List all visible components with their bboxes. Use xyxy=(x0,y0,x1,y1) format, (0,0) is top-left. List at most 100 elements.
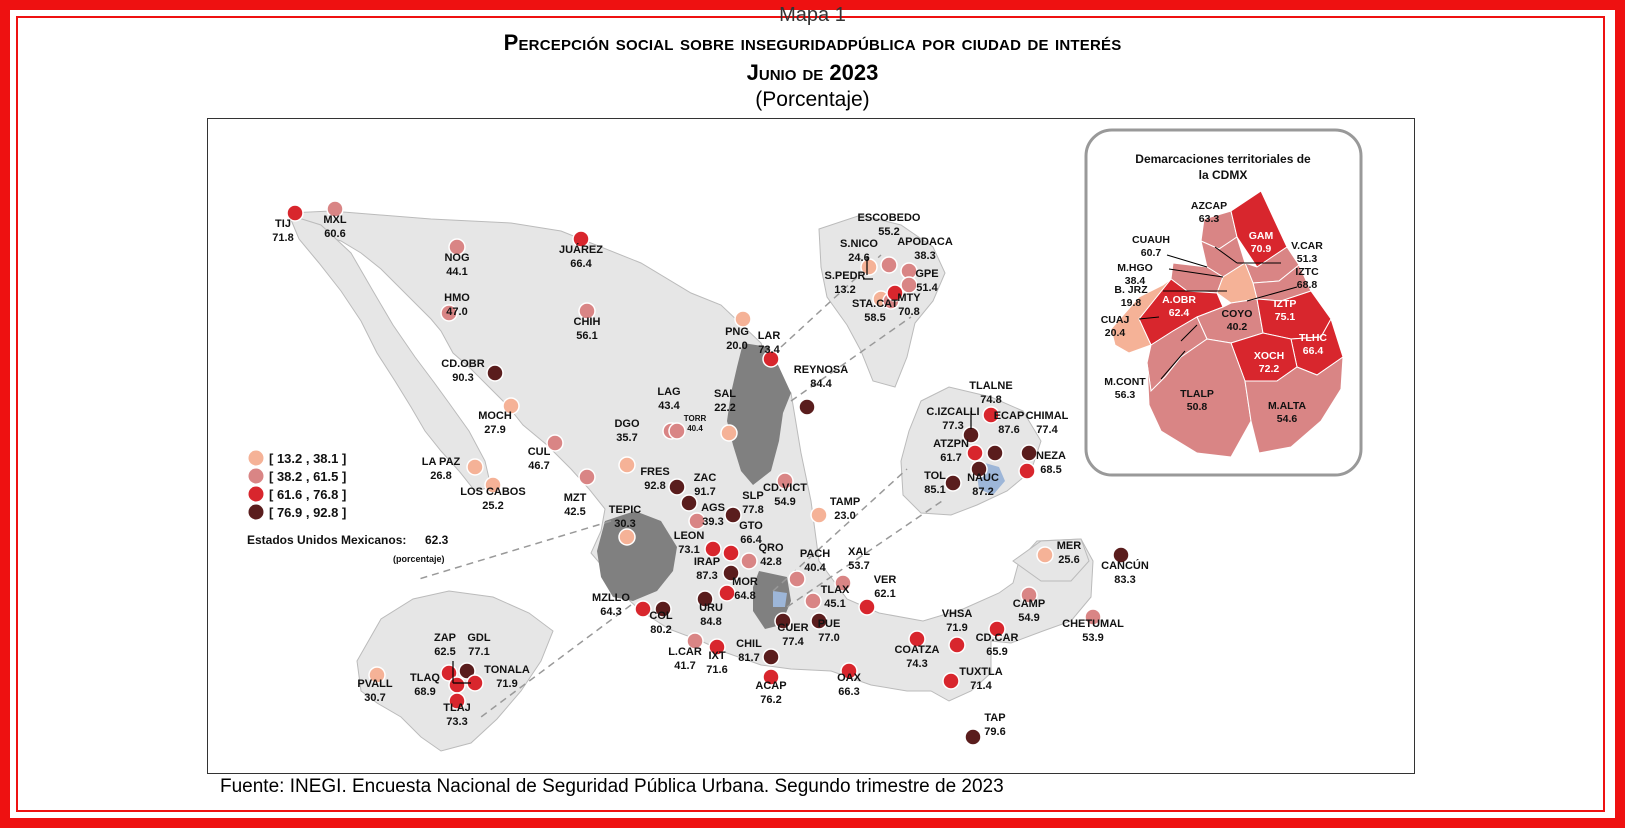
city-name-label: TOL xyxy=(924,470,946,482)
city-name-label: TUXTLA xyxy=(959,666,1002,678)
city-marker-gpe xyxy=(900,276,918,294)
legend-swatch xyxy=(248,468,264,484)
cdmx-inset-title: Demarcaciones territoriales de xyxy=(1135,152,1311,166)
city-marker-col xyxy=(654,600,672,618)
city-marker-gto xyxy=(722,544,740,562)
city-value-label: 22.2 xyxy=(714,402,735,414)
legend-class-label: [ 38.2 , 61.5 ] xyxy=(269,469,346,484)
city-marker-tuxtla xyxy=(942,672,960,690)
cdmx-district-name: IZTC xyxy=(1295,266,1319,278)
city-name-label: TLAX xyxy=(821,584,850,596)
city-marker-neza xyxy=(1018,462,1036,480)
cdmx-district-name: COYO xyxy=(1222,308,1253,320)
city-marker-tap xyxy=(964,728,982,746)
cdmx-district-value: 19.8 xyxy=(1121,297,1142,309)
city-name-label: ZAP xyxy=(434,632,456,644)
city-name-label: NAUC xyxy=(967,472,999,484)
cdmx-district-value: 56.3 xyxy=(1115,389,1136,401)
city-name-label: MER xyxy=(1057,540,1082,552)
city-marker-l-car xyxy=(686,632,704,650)
cdmx-inset-subtitle: la CDMX xyxy=(1199,168,1248,182)
city-name-label: C.IZCALLI xyxy=(926,406,979,418)
cdmx-district-value: 40.2 xyxy=(1227,321,1248,333)
cdmx-district-name: IZTP xyxy=(1274,298,1297,310)
city-marker-cuer xyxy=(774,612,792,630)
city-marker-irap xyxy=(722,564,740,582)
city-marker-ecap xyxy=(986,444,1004,462)
city-value-label: 80.2 xyxy=(650,624,671,636)
cdmx-district-value: 62.4 xyxy=(1169,307,1190,319)
city-value-label: 90.3 xyxy=(452,372,473,384)
city-name-label: ZAC xyxy=(694,472,717,484)
city-value-label: 87.3 xyxy=(696,570,717,582)
frame-line xyxy=(16,16,1605,812)
cdmx-district-value: 66.4 xyxy=(1303,345,1324,357)
city-marker-ags xyxy=(688,512,706,530)
city-marker-torr xyxy=(668,422,686,440)
city-marker-zac xyxy=(680,494,698,512)
city-marker-ixt xyxy=(708,638,726,656)
cdmx-labels: Demarcaciones territoriales de la CDMX AZC… xyxy=(1101,152,1328,425)
national-unit: (porcentaje) xyxy=(393,554,445,564)
city-name-label: CD.CAR xyxy=(976,632,1019,644)
city-value-label: 70.8 xyxy=(898,306,919,318)
city-marker-mor xyxy=(718,584,736,602)
city-name-label: MXL xyxy=(323,214,347,226)
city-marker-pue xyxy=(810,612,828,630)
jalisco-state xyxy=(597,511,677,601)
district-malta xyxy=(1244,356,1344,454)
city-marker-tol xyxy=(944,474,962,492)
city-name-label: TLAQ xyxy=(410,672,440,684)
city-name-label: TAP xyxy=(984,712,1005,724)
city-value-label: 77.3 xyxy=(942,420,963,432)
city-value-label: 41.7 xyxy=(674,660,695,672)
city-marker-mzt xyxy=(578,468,596,486)
city-value-label: 25.6 xyxy=(1058,554,1079,566)
city-marker-s-nico xyxy=(860,258,878,276)
city-name-label: VER xyxy=(874,574,897,586)
city-value-label: 24.6 xyxy=(848,252,869,264)
city-marker-acap xyxy=(762,668,780,686)
cdmx-inset: Demarcaciones territoriales de la CDMX AZC… xyxy=(1084,128,1363,477)
cdmx-district-name: V.CAR xyxy=(1291,240,1323,252)
city-value-label: 30.3 xyxy=(614,518,635,530)
city-marker-pvall xyxy=(368,666,386,684)
city-value-label: 68.9 xyxy=(414,686,435,698)
city-name-label: IRAP xyxy=(694,556,720,568)
city-name-label: CUL xyxy=(528,446,551,458)
map-date: Junio de 2023 xyxy=(746,60,879,85)
cdmx-district-name: CUAJ xyxy=(1101,314,1130,326)
city-name-label: SLP xyxy=(742,490,763,502)
city-marker-leon xyxy=(704,540,722,558)
city-marker-nog xyxy=(448,238,466,256)
city-marker-tepic xyxy=(618,528,636,546)
cdmx-district-value: 50.8 xyxy=(1187,401,1208,413)
city-value-label: 38.3 xyxy=(914,250,935,262)
city-name-label: STA.CAT xyxy=(852,298,898,310)
city-marker-cancún xyxy=(1112,546,1130,564)
city-value-label: 79.6 xyxy=(984,726,1005,738)
city-value-label: 51.4 xyxy=(916,282,938,294)
city-name-label: CHIMAL xyxy=(1026,410,1069,422)
city-value-label: 65.9 xyxy=(986,646,1007,658)
city-value-label: 25.2 xyxy=(482,500,503,512)
city-value-label: 74.3 xyxy=(906,658,927,670)
city-value-label: 61.7 xyxy=(940,452,961,464)
cdmx-area xyxy=(773,591,787,607)
city-marker-mty xyxy=(886,284,904,302)
legend-class-label: [ 76.9 , 92.8 ] xyxy=(269,505,346,520)
map-unit: (Porcentaje) xyxy=(755,88,870,111)
city-name-label: CAMP xyxy=(1013,598,1045,610)
city-marker-slp xyxy=(724,506,742,524)
city-value-label: 74.8 xyxy=(980,394,1001,406)
city-value-label: 54.9 xyxy=(1018,612,1039,624)
city-name-label: CHIL xyxy=(736,638,762,650)
city-name-label: TLALNE xyxy=(969,380,1012,392)
city-name-label: PACH xyxy=(800,548,830,560)
city-value-label: 77.4 xyxy=(1036,424,1058,436)
city-name-label: TLAJ xyxy=(443,702,471,714)
city-name-label: MOR xyxy=(732,576,758,588)
city-marker-vhsa xyxy=(948,636,966,654)
city-name-label: CANCÚN xyxy=(1101,559,1149,572)
city-value-label: 30.7 xyxy=(364,692,385,704)
